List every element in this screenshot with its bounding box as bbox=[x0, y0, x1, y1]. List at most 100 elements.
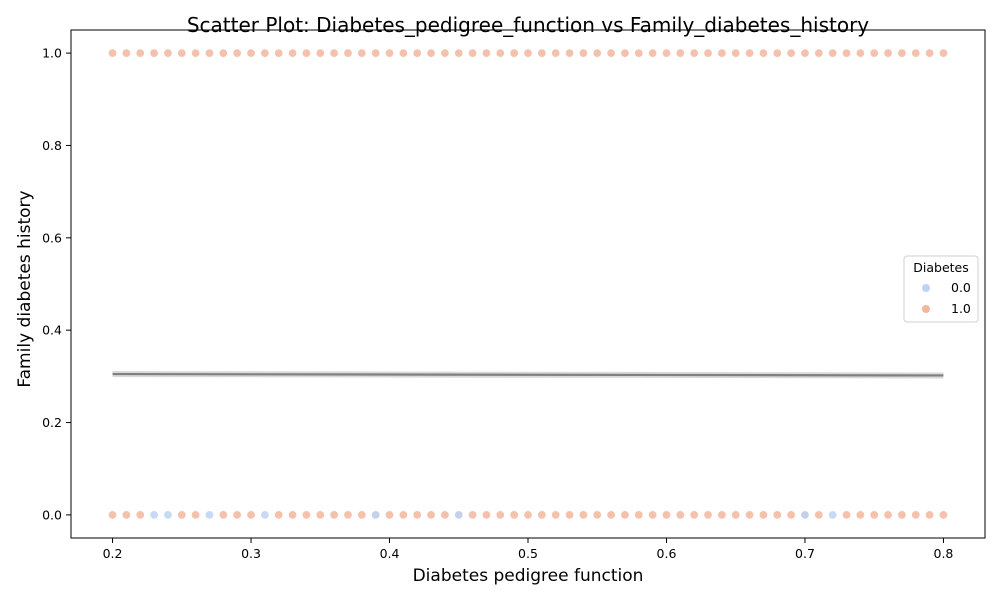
data-point bbox=[260, 48, 270, 58]
data-point bbox=[703, 48, 713, 58]
data-point bbox=[911, 48, 921, 58]
data-point bbox=[218, 510, 228, 520]
data-point bbox=[675, 510, 685, 520]
data-point bbox=[481, 510, 491, 520]
data-point bbox=[218, 48, 228, 58]
data-point bbox=[883, 510, 893, 520]
data-point bbox=[855, 48, 865, 58]
x-tick-label: 0.3 bbox=[241, 546, 261, 561]
data-point bbox=[772, 510, 782, 520]
data-point bbox=[385, 510, 395, 520]
y-tick-label: 1.0 bbox=[42, 46, 62, 61]
data-point bbox=[523, 510, 533, 520]
data-point bbox=[121, 48, 131, 58]
data-point bbox=[204, 48, 214, 58]
data-point bbox=[357, 48, 367, 58]
data-point bbox=[315, 510, 325, 520]
x-axis-label: Diabetes pedigree function bbox=[413, 566, 644, 586]
regression-line bbox=[112, 372, 944, 377]
data-point bbox=[371, 48, 381, 58]
data-point bbox=[648, 510, 658, 520]
data-point bbox=[578, 48, 588, 58]
data-point bbox=[246, 510, 256, 520]
data-point bbox=[371, 510, 381, 520]
data-point bbox=[842, 510, 852, 520]
data-point bbox=[329, 510, 339, 520]
data-point bbox=[412, 48, 422, 58]
data-point bbox=[523, 48, 533, 58]
data-point bbox=[232, 48, 242, 58]
data-point bbox=[661, 48, 671, 58]
data-point bbox=[814, 510, 824, 520]
data-point bbox=[288, 510, 298, 520]
data-point bbox=[855, 510, 865, 520]
y-tick-label: 0.4 bbox=[42, 323, 62, 338]
legend: Diabetes 0.0 1.0 bbox=[903, 255, 979, 323]
data-point bbox=[357, 510, 367, 520]
data-point bbox=[121, 510, 131, 520]
data-point bbox=[343, 48, 353, 58]
data-point bbox=[537, 48, 547, 58]
data-point bbox=[772, 48, 782, 58]
data-point bbox=[786, 510, 796, 520]
legend-marker-0 bbox=[922, 284, 930, 292]
data-point bbox=[343, 510, 353, 520]
data-point bbox=[301, 510, 311, 520]
data-point bbox=[454, 510, 464, 520]
data-point bbox=[426, 48, 436, 58]
data-point bbox=[842, 48, 852, 58]
data-point bbox=[509, 510, 519, 520]
data-point bbox=[191, 48, 201, 58]
data-point bbox=[481, 48, 491, 58]
data-point bbox=[260, 510, 270, 520]
data-point bbox=[703, 510, 713, 520]
data-point bbox=[565, 48, 575, 58]
data-point bbox=[315, 48, 325, 58]
data-point bbox=[938, 510, 948, 520]
data-point bbox=[495, 510, 505, 520]
data-point bbox=[689, 48, 699, 58]
data-point bbox=[108, 510, 118, 520]
legend-label-1: 1.0 bbox=[951, 301, 971, 316]
data-point bbox=[925, 48, 935, 58]
x-axis: 0.2 0.3 0.4 0.5 0.6 0.7 0.8 bbox=[103, 538, 954, 561]
data-point bbox=[301, 48, 311, 58]
data-point bbox=[634, 510, 644, 520]
x-tick-label: 0.6 bbox=[657, 546, 677, 561]
data-point bbox=[689, 510, 699, 520]
data-point bbox=[468, 48, 478, 58]
data-point bbox=[883, 48, 893, 58]
data-point bbox=[440, 48, 450, 58]
data-point bbox=[800, 48, 810, 58]
data-point bbox=[731, 48, 741, 58]
data-point bbox=[163, 510, 173, 520]
data-point bbox=[468, 510, 478, 520]
data-point bbox=[648, 48, 658, 58]
data-point bbox=[758, 48, 768, 58]
plot-frame bbox=[70, 29, 986, 539]
x-tick-label: 0.8 bbox=[934, 546, 954, 561]
y-tick-label: 0.6 bbox=[42, 230, 62, 245]
data-point bbox=[440, 510, 450, 520]
data-point bbox=[108, 48, 118, 58]
data-point bbox=[731, 510, 741, 520]
data-point bbox=[565, 510, 575, 520]
data-point bbox=[897, 48, 907, 58]
data-point bbox=[869, 510, 879, 520]
data-point bbox=[786, 48, 796, 58]
data-point bbox=[717, 48, 727, 58]
legend-label-0: 0.0 bbox=[951, 280, 971, 295]
x-tick-label: 0.7 bbox=[795, 546, 815, 561]
data-point bbox=[246, 48, 256, 58]
data-point bbox=[232, 510, 242, 520]
data-point bbox=[869, 48, 879, 58]
y-tick-label: 0.0 bbox=[42, 507, 62, 522]
x-tick-label: 0.2 bbox=[103, 546, 123, 561]
data-point bbox=[828, 510, 838, 520]
data-point bbox=[495, 48, 505, 58]
data-point bbox=[634, 48, 644, 58]
data-point bbox=[620, 48, 630, 58]
data-point bbox=[454, 48, 464, 58]
data-point bbox=[135, 510, 145, 520]
